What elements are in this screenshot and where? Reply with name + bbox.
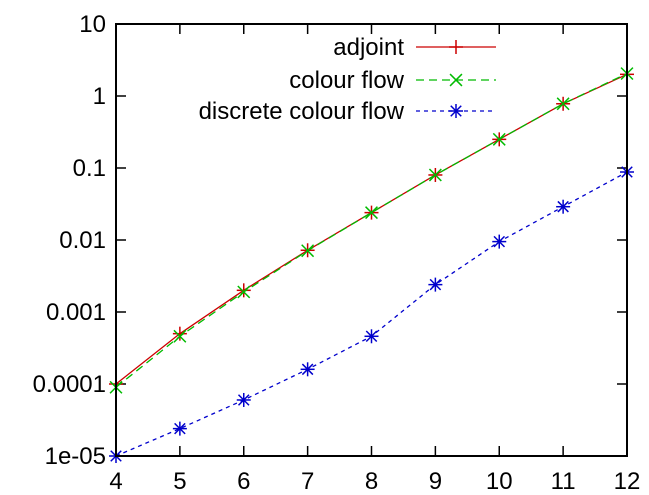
x-tick-label: 7	[301, 468, 314, 495]
data-point	[364, 329, 379, 344]
x-tick-label: 5	[173, 468, 186, 495]
data-point	[300, 362, 315, 377]
data-point	[492, 234, 507, 249]
legend-marker	[449, 40, 463, 54]
ticks-layer: 4 5 6 7 8 9 10 11 12 1e-05 0.0001 0.001 0.01 0.1 1 10	[33, 11, 641, 495]
data-point	[492, 132, 506, 146]
y-tick-label: 0.0001	[33, 371, 106, 398]
series-layer	[109, 67, 634, 463]
series-discrete-colour-flow	[109, 164, 634, 463]
legend-label: adjoint	[333, 34, 404, 61]
x-tick-label: 12	[614, 468, 641, 495]
x-tick-label: 6	[237, 468, 250, 495]
y-tick-label: 1e-05	[45, 443, 106, 470]
y-tick-label: 0.01	[59, 227, 106, 254]
legend: adjoint colour flow discrete colour flow	[199, 34, 496, 125]
x-tick-label: 9	[429, 468, 442, 495]
data-point	[428, 277, 443, 292]
data-point	[428, 168, 442, 182]
plot-frame	[115, 23, 628, 457]
data-point	[237, 285, 251, 299]
y-tick-label: 10	[79, 11, 106, 38]
y-tick-label: 0.001	[46, 299, 106, 326]
legend-marker	[449, 73, 463, 87]
data-point	[556, 97, 570, 111]
y-tick-label: 1	[93, 83, 106, 110]
data-point	[172, 421, 187, 436]
data-point	[301, 244, 315, 258]
series-colour-flow	[109, 67, 634, 394]
legend-label: colour flow	[289, 67, 404, 94]
y-tick-label: 0.1	[73, 155, 106, 182]
data-point	[172, 326, 187, 341]
data-point	[236, 283, 251, 298]
series-line	[115, 72, 628, 388]
data-point	[236, 392, 251, 407]
data-point	[365, 206, 378, 220]
data-point	[556, 199, 571, 214]
x-tick-label: 11	[551, 468, 576, 495]
data-point	[173, 329, 187, 343]
legend-marker	[449, 104, 463, 118]
x-tick-label: 4	[109, 468, 122, 495]
legend-label: discrete colour flow	[199, 98, 405, 125]
x-tick-label: 10	[486, 468, 513, 495]
x-tick-label: 8	[365, 468, 378, 495]
